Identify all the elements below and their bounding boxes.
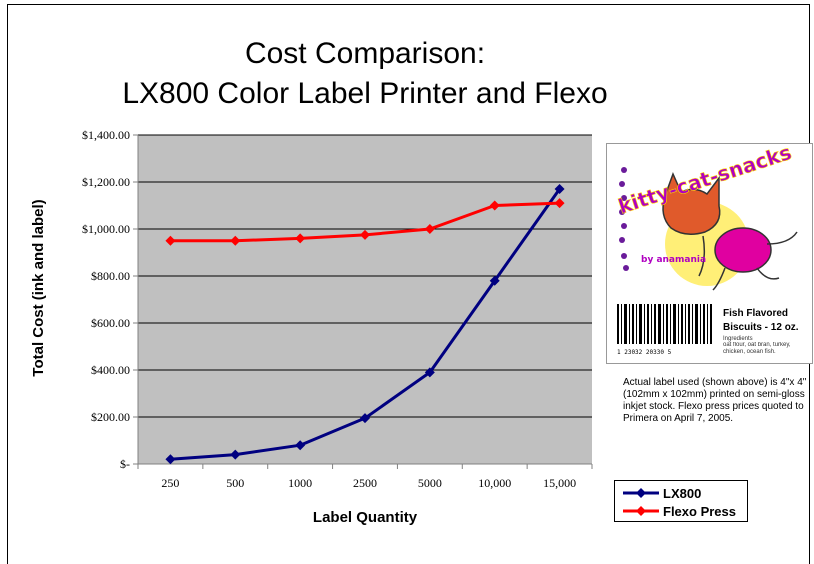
cat-legs	[698, 231, 798, 291]
x-tick-label-3: 2500	[353, 476, 377, 490]
plot-area	[137, 134, 592, 465]
y-tick-label-2: $400.00	[91, 363, 130, 377]
plot-background	[138, 135, 592, 464]
maker-text: by anamania	[641, 255, 706, 265]
product-line-1: Fish Flavored	[723, 308, 788, 319]
data-point-lx800-0	[165, 454, 176, 465]
y-tick-label-6: $1,200.00	[82, 175, 130, 189]
legend-item-flexo: Flexo Press	[621, 503, 736, 519]
y-tick-label-3: $600.00	[91, 316, 130, 330]
x-axis-ticks: 250 500 1000 2500 5000 10,000 15,000	[137, 464, 593, 490]
data-point-lx800-6	[554, 184, 565, 195]
x-tick-label-4: 5000	[418, 476, 442, 490]
legend-label-lx800: LX800	[663, 485, 702, 501]
series-flexo-press	[165, 198, 565, 246]
data-point-flexo-press-6	[554, 198, 565, 209]
label-note: Actual label used (shown above) is 4"x 4…	[623, 377, 807, 424]
y-tick-label-7: $1,400.00	[82, 128, 130, 142]
barcode-digits: 1 23032 20330 5	[617, 349, 672, 356]
series-lx800	[165, 184, 565, 465]
legend: LX800 Flexo Press	[614, 480, 748, 522]
product-line-2: Biscuits - 12 oz.	[723, 322, 799, 333]
chart-title-line-2: LX800 Color Label Printer and Flexo	[122, 77, 608, 110]
y-tick-label-5: $1,000.00	[82, 222, 130, 236]
ingredients-title: Ingredients	[723, 336, 753, 342]
y-tick-label-0: $-	[120, 457, 130, 471]
data-point-flexo-press-0	[165, 235, 176, 246]
data-point-lx800-5	[489, 275, 500, 286]
legend-swatch-lx800	[623, 488, 659, 498]
product-label-image: kitty-cat-snacks by anamania 1 23032 203…	[606, 143, 813, 364]
x-tick-label-5: 10,000	[478, 476, 511, 490]
y-tick-label-4: $800.00	[91, 269, 130, 283]
chart-title: Cost Comparison: LX800 Color Label Print…	[40, 34, 690, 114]
cat-body	[714, 227, 772, 273]
cat-head	[662, 171, 721, 235]
x-tick-label-2: 1000	[288, 476, 312, 490]
data-point-lx800-4	[424, 367, 435, 378]
chart-title-line-1: Cost Comparison:	[244, 37, 486, 70]
data-point-lx800-3	[360, 413, 370, 424]
data-point-flexo-press-3	[360, 229, 370, 240]
y-tick-label-1: $200.00	[91, 410, 130, 424]
data-point-lx800-2	[295, 440, 306, 451]
product-label-illustration: kitty-cat-snacks by anamania 1 23032 203…	[615, 144, 799, 356]
x-tick-label-0: 250	[161, 476, 179, 490]
data-point-flexo-press-5	[489, 200, 500, 211]
legend-label-flexo: Flexo Press	[663, 503, 736, 519]
legend-swatch-flexo	[623, 506, 659, 516]
y-axis-ticks: $- $200.00 $400.00 $600.00 $800.00 $1,000.00 $…	[82, 128, 138, 471]
ingredients-text: oat flour, oat bran, turkey, chicken, oc…	[723, 342, 791, 355]
data-point-flexo-press-2	[295, 233, 306, 244]
paw-prints	[619, 167, 629, 271]
x-axis-title: Label Quantity	[313, 509, 418, 526]
data-point-lx800-1	[230, 449, 241, 460]
data-point-flexo-press-1	[230, 235, 241, 246]
data-point-flexo-press-4	[424, 224, 435, 234]
x-tick-label-6: 15,000	[543, 476, 576, 490]
barcode: 1 23032 20330 5	[617, 304, 712, 356]
y-axis-title: Total Cost (ink and label)	[30, 199, 47, 376]
legend-item-lx800: LX800	[621, 485, 701, 501]
series-group	[165, 184, 565, 465]
x-tick-label-1: 500	[226, 476, 244, 490]
